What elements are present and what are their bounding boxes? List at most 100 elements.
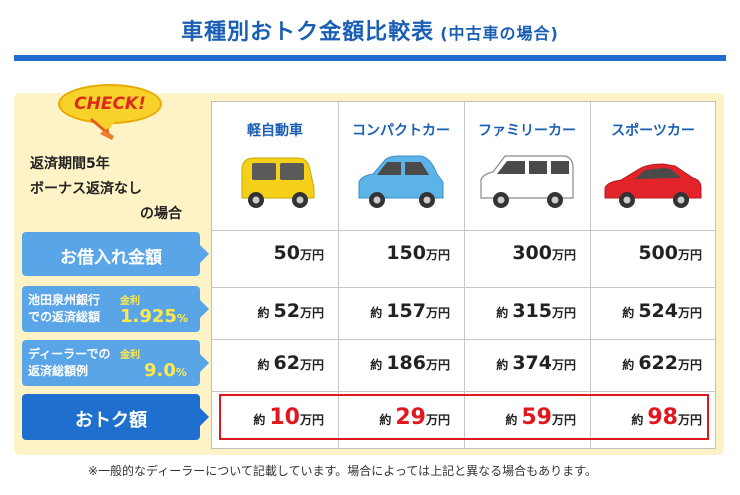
- approx-label: 約: [379, 413, 392, 427]
- savings-cell-family: 約 59万円: [464, 405, 590, 430]
- bank-value: 157: [386, 300, 426, 322]
- bank-value: 524: [638, 300, 678, 322]
- approx-label: 約: [631, 413, 644, 427]
- dealer-label-line2: 返済総額例: [28, 364, 89, 378]
- check-badge-tail: [96, 120, 116, 134]
- compact-car-icon: [358, 155, 444, 208]
- car-column-sports: スポーツカー: [590, 102, 716, 230]
- unit: 万円: [299, 413, 324, 427]
- car-name-kei: 軽自動車: [247, 123, 303, 139]
- row-label-savings: おトク額: [22, 394, 209, 440]
- dealer-rate: 9.0%: [144, 360, 187, 381]
- pointing-hand-icon: [90, 118, 114, 140]
- condition-suffix: の場合: [140, 206, 182, 222]
- car-name-sports: スポーツカー: [611, 123, 695, 139]
- approx-label: 約: [257, 358, 270, 372]
- loan-value: 50: [273, 242, 300, 264]
- bank-cell-sports: 約 524万円: [590, 300, 716, 322]
- loan-cell-family: 300万円: [464, 242, 590, 264]
- bank-rate-value: 1.925: [120, 306, 177, 327]
- loan-value: 500: [638, 242, 678, 264]
- percent-sign: %: [176, 312, 188, 325]
- unit: 万円: [677, 306, 702, 320]
- dealer-value: 62: [273, 352, 300, 374]
- bank-cell-family: 約 315万円: [464, 300, 590, 322]
- savings-value: 10: [269, 405, 300, 430]
- dealer-rate-key: 金利: [120, 350, 140, 361]
- family-car-icon: [480, 155, 574, 208]
- bank-rate-key: 金利: [120, 296, 140, 307]
- approx-label: 約: [370, 358, 383, 372]
- unit: 万円: [425, 358, 450, 372]
- dealer-rate-value: 9.0: [144, 360, 176, 381]
- car-name-compact: コンパクトカー: [352, 123, 450, 139]
- loan-cell-compact: 150万円: [338, 242, 464, 264]
- dealer-value: 374: [512, 352, 552, 374]
- loan-cell-kei: 50万円: [212, 242, 338, 264]
- dealer-cell-sports: 約 622万円: [590, 352, 716, 374]
- approx-label: 約: [505, 413, 518, 427]
- col-divider: [464, 102, 465, 448]
- approx-label: 約: [496, 358, 509, 372]
- loan-value: 300: [512, 242, 552, 264]
- dealer-cell-compact: 約 186万円: [338, 352, 464, 374]
- percent-sign: %: [175, 366, 187, 379]
- footnote: ※一般的なディーラーについて記載しています。場合によっては上記と異なる場合もあり…: [88, 464, 597, 478]
- row-label-loan: お借入れ金額: [22, 232, 209, 276]
- unit: 万円: [299, 306, 324, 320]
- condition-period: 返済期間5年: [30, 156, 110, 172]
- bank-cell-compact: 約 157万円: [338, 300, 464, 322]
- condition-bonus: ボーナス返済なし: [30, 181, 142, 197]
- row-arrow: [200, 300, 209, 318]
- unit: 万円: [551, 413, 576, 427]
- row-arrow: [200, 408, 209, 426]
- row-divider: [212, 391, 715, 392]
- title-main: 車種別おトク金額比較表: [181, 20, 435, 45]
- row-label-dealer: ディーラーでの 返済総額例 金利 9.0%: [22, 340, 209, 386]
- row-divider: [212, 287, 715, 288]
- row-arrow: [200, 354, 209, 372]
- unit: 万円: [299, 358, 324, 372]
- approx-label: 約: [253, 413, 266, 427]
- car-column-compact: コンパクトカー: [338, 102, 464, 230]
- kei-car-icon: [241, 157, 315, 208]
- unit: 万円: [551, 248, 576, 262]
- savings-cell-kei: 約 10万円: [212, 405, 338, 430]
- unit: 万円: [551, 358, 576, 372]
- unit: 万円: [551, 306, 576, 320]
- car-name-family: ファミリーカー: [478, 123, 576, 139]
- title-rule: [14, 55, 726, 61]
- bank-value: 315: [512, 300, 552, 322]
- sports-car-icon: [604, 163, 702, 208]
- page-title: 車種別おトク金額比較表 (中古車の場合): [0, 14, 740, 46]
- col-divider: [338, 102, 339, 448]
- approx-label: 約: [496, 306, 509, 320]
- savings-cell-sports: 約 98万円: [590, 405, 716, 430]
- loan-label: お借入れ金額: [60, 248, 162, 268]
- dealer-label-line1: ディーラーでの: [28, 347, 111, 361]
- row-arrow: [200, 245, 209, 263]
- dealer-value: 186: [386, 352, 426, 374]
- loan-cell-sports: 500万円: [590, 242, 716, 264]
- savings-cell-compact: 約 29万円: [338, 405, 464, 430]
- unit: 万円: [299, 248, 324, 262]
- bank-label-line1: 池田泉州銀行: [28, 293, 101, 307]
- loan-conditions: 返済期間5年 ボーナス返済なし の場合: [30, 152, 200, 227]
- approx-label: 約: [622, 306, 635, 320]
- bank-label-line2: での返済総額: [28, 310, 101, 324]
- row-label-bank: 池田泉州銀行 での返済総額 金利 1.925%: [22, 286, 209, 332]
- savings-value: 29: [395, 405, 426, 430]
- dealer-value: 622: [638, 352, 678, 374]
- unit: 万円: [677, 358, 702, 372]
- dealer-cell-kei: 約 62万円: [212, 352, 338, 374]
- check-label: CHECK!: [74, 94, 146, 114]
- car-column-kei: 軽自動車: [212, 102, 338, 230]
- dealer-cell-family: 約 374万円: [464, 352, 590, 374]
- row-divider: [212, 339, 715, 340]
- savings-value: 59: [521, 405, 552, 430]
- unit: 万円: [425, 306, 450, 320]
- unit: 万円: [425, 248, 450, 262]
- approx-label: 約: [370, 306, 383, 320]
- col-divider: [590, 102, 591, 448]
- approx-label: 約: [257, 306, 270, 320]
